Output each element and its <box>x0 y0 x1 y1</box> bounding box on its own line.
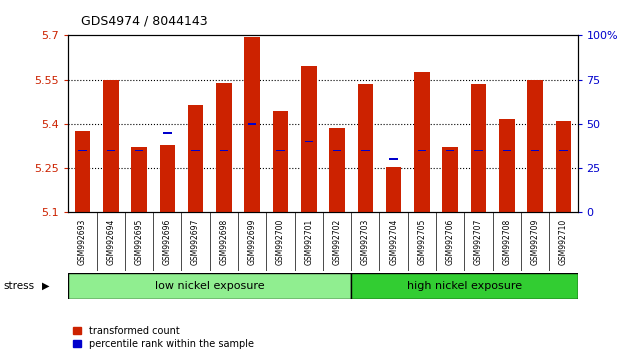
Bar <box>527 80 543 212</box>
Text: GSM992707: GSM992707 <box>474 218 483 265</box>
Text: GSM992697: GSM992697 <box>191 218 200 265</box>
Text: GSM992700: GSM992700 <box>276 218 285 265</box>
Text: high nickel exposure: high nickel exposure <box>407 281 522 291</box>
Text: GSM992704: GSM992704 <box>389 218 398 265</box>
Bar <box>556 121 571 212</box>
Text: GSM992695: GSM992695 <box>135 218 143 265</box>
Bar <box>245 37 260 212</box>
Bar <box>446 149 455 152</box>
Text: GSM992696: GSM992696 <box>163 218 172 265</box>
Bar <box>304 141 313 143</box>
Bar <box>351 273 578 299</box>
Text: GSM992694: GSM992694 <box>106 218 116 265</box>
Bar <box>471 84 486 212</box>
Bar <box>358 84 373 212</box>
Bar <box>135 149 143 152</box>
Bar <box>220 149 228 152</box>
Bar <box>191 149 200 152</box>
Bar <box>188 105 204 212</box>
Text: GSM992702: GSM992702 <box>333 218 342 265</box>
Bar <box>442 148 458 212</box>
Bar <box>68 273 351 299</box>
Bar <box>418 149 426 152</box>
Bar <box>361 149 369 152</box>
Text: GSM992698: GSM992698 <box>219 218 229 265</box>
Text: GSM992706: GSM992706 <box>446 218 455 265</box>
Bar <box>386 167 401 212</box>
Text: GSM992708: GSM992708 <box>502 218 511 265</box>
Bar <box>502 149 511 152</box>
Bar <box>107 149 115 152</box>
Text: ▶: ▶ <box>42 281 50 291</box>
Bar <box>160 144 175 212</box>
Text: GSM992701: GSM992701 <box>304 218 313 265</box>
Bar <box>276 149 284 152</box>
Text: low nickel exposure: low nickel exposure <box>155 281 265 291</box>
Text: stress: stress <box>3 281 34 291</box>
Bar <box>216 82 232 212</box>
Text: GSM992699: GSM992699 <box>248 218 256 265</box>
Text: GSM992709: GSM992709 <box>530 218 540 265</box>
Bar <box>559 149 568 152</box>
Bar <box>103 80 119 212</box>
Text: GSM992705: GSM992705 <box>417 218 427 265</box>
Bar <box>499 120 515 212</box>
Bar <box>273 110 288 212</box>
Bar <box>131 148 147 212</box>
Text: GDS4974 / 8044143: GDS4974 / 8044143 <box>81 15 207 28</box>
Bar <box>531 149 539 152</box>
Bar <box>414 72 430 212</box>
Bar <box>333 149 342 152</box>
Text: GSM992710: GSM992710 <box>559 218 568 265</box>
Bar <box>329 129 345 212</box>
Bar <box>248 123 256 125</box>
Text: GSM992703: GSM992703 <box>361 218 370 265</box>
Bar <box>163 132 171 133</box>
Bar <box>75 131 90 212</box>
Bar <box>389 159 398 160</box>
Bar <box>474 149 483 152</box>
Bar <box>301 67 317 212</box>
Legend: transformed count, percentile rank within the sample: transformed count, percentile rank withi… <box>73 326 254 349</box>
Text: GSM992693: GSM992693 <box>78 218 87 265</box>
Bar <box>78 149 87 152</box>
